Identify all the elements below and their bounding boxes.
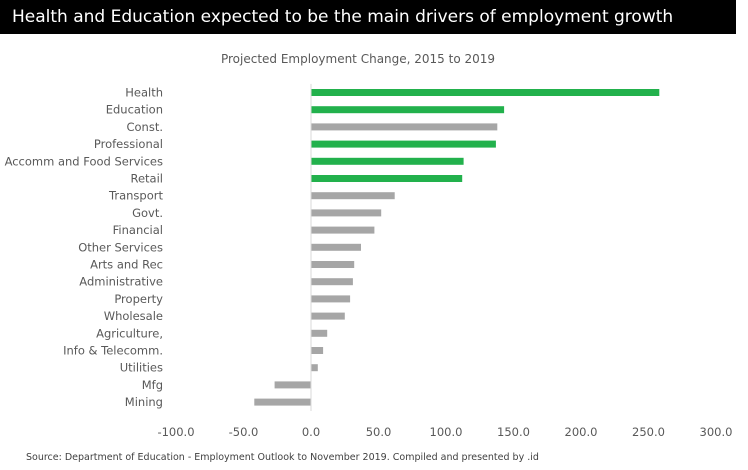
category-label: Other Services	[78, 240, 163, 254]
x-tick-label: 250.0	[632, 425, 665, 439]
category-label: Transport	[108, 189, 163, 203]
headline-banner: Health and Education expected to be the …	[0, 0, 736, 34]
category-labels: Health Education Const. Professional Accomm …	[5, 86, 164, 410]
category-label: Utilities	[120, 361, 163, 375]
category-label: Retail	[131, 172, 164, 186]
bar-professional	[311, 140, 496, 148]
x-tick-label: 300.0	[700, 425, 733, 439]
bar-mfg	[274, 381, 311, 389]
bar-administrative	[311, 278, 353, 286]
x-tick-label: 0.0	[302, 425, 320, 439]
bar-education	[311, 106, 505, 114]
x-tick-label: 50.0	[366, 425, 392, 439]
bar-const	[311, 123, 498, 131]
category-label: Arts and Rec	[90, 258, 163, 272]
source-note: Source: Department of Education - Employ…	[26, 452, 539, 463]
x-tick-label: 100.0	[430, 425, 463, 439]
bar-other-services	[311, 243, 361, 251]
bar-arts-and-rec	[311, 261, 355, 268]
x-tick-label: -50.0	[229, 425, 259, 439]
bar-info-telecomm	[311, 347, 324, 354]
bar-financial	[311, 226, 375, 234]
x-tick-label: 150.0	[497, 425, 530, 439]
category-label: Wholesale	[104, 309, 163, 323]
bar-accomm-and-food-services	[311, 157, 464, 165]
category-label: Health	[125, 86, 163, 100]
category-label: Accomm and Food Services	[5, 154, 163, 168]
category-label: Administrative	[79, 275, 163, 289]
bar-agriculture	[311, 329, 328, 337]
bars-layer	[254, 89, 660, 406]
category-label: Mfg	[142, 378, 163, 392]
bar-govt	[311, 209, 382, 217]
category-label: Agriculture,	[96, 326, 163, 340]
bar-health	[311, 89, 660, 96]
x-tick-label: 200.0	[565, 425, 598, 439]
category-label: Const.	[126, 120, 163, 134]
category-label: Professional	[94, 137, 163, 151]
category-label: Mining	[125, 395, 163, 409]
x-tick-labels: -100.0 -50.0 0.0 50.0 100.0 150.0 200.0 250.0 30…	[157, 425, 732, 439]
category-label: Info & Telecomm.	[63, 344, 163, 358]
bar-mining	[254, 398, 311, 406]
bar-utilities	[311, 364, 318, 372]
bar-retail	[311, 175, 463, 182]
bar-property	[311, 295, 351, 303]
bar-transport	[311, 192, 395, 200]
category-label: Property	[114, 292, 163, 306]
category-label: Govt.	[132, 206, 163, 220]
x-tick-label: -100.0	[157, 425, 194, 439]
category-label: Education	[106, 103, 163, 117]
category-label: Financial	[113, 223, 163, 237]
bar-wholesale	[311, 312, 345, 320]
chart-title: Projected Employment Change, 2015 to 201…	[220, 52, 496, 66]
